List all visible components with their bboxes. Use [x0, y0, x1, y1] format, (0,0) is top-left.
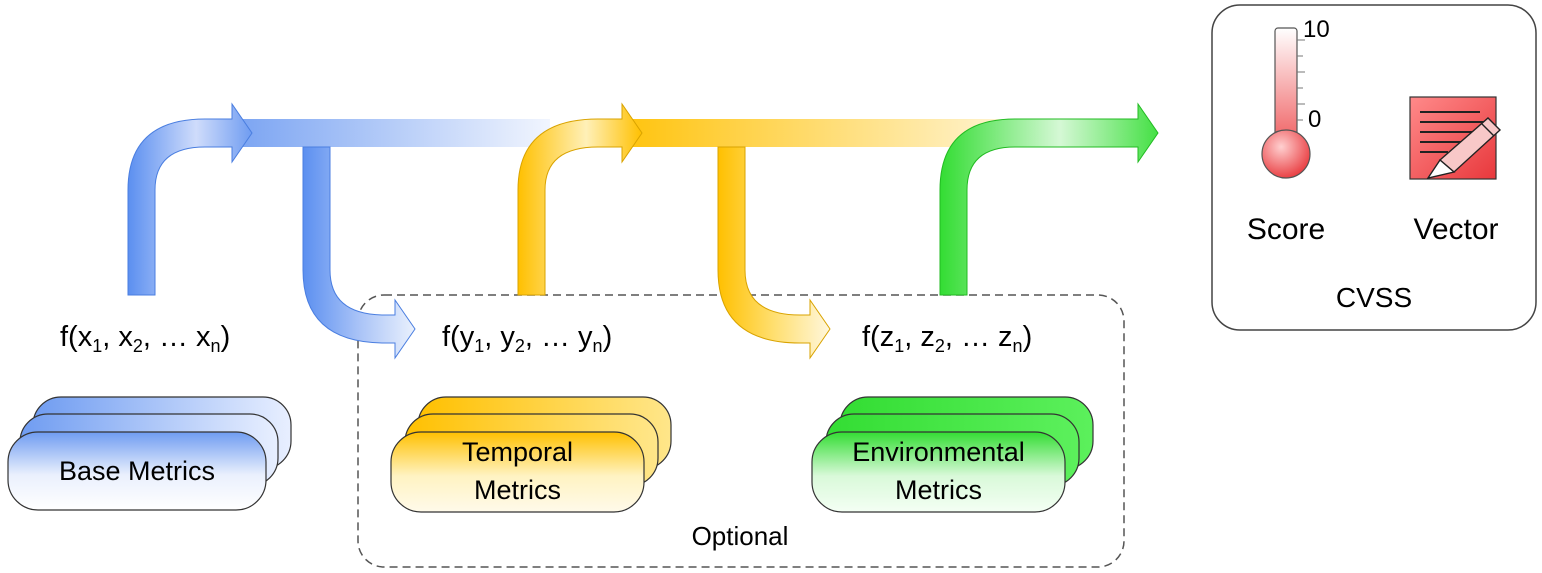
cvss-title: CVSS [1335, 282, 1413, 313]
environmental-function-label: f(z1, z2, … zn) [862, 321, 1033, 356]
temporal-metrics-line1: Temporal [461, 437, 574, 467]
document-pen-icon [1409, 96, 1502, 180]
vector-label: Vector [1413, 213, 1499, 246]
environmental-metrics-line2: Metrics [895, 475, 982, 505]
temporal-metrics-card [390, 431, 645, 513]
temporal-metrics-label: Temporal Metrics [391, 433, 644, 509]
base-up-arrow [127, 102, 253, 296]
environmental-up-arrow [939, 102, 1159, 296]
environmental-metrics-card [811, 431, 1066, 513]
temporal-function-label: f(y1, y2, … yn) [442, 321, 613, 356]
score-label: Score [1246, 213, 1326, 246]
thermometer-icon [1261, 27, 1311, 179]
environmental-metrics-line1: Environmental [852, 437, 1025, 467]
environmental-metrics-label: Environmental Metrics [812, 433, 1065, 509]
temporal-horizontal-band [598, 119, 1018, 147]
base-function-label: f(x1, x2, … xn) [60, 321, 231, 356]
environmental-metrics-stack [811, 396, 1094, 513]
temporal-down-arrow [717, 146, 831, 360]
scale-max-label: 10 [1303, 16, 1330, 43]
base-metrics-label: Base Metrics [58, 456, 216, 486]
base-horizontal-band [205, 119, 550, 147]
base-metrics-stack [7, 396, 292, 511]
temporal-metrics-stack [390, 396, 672, 513]
base-metrics-card [7, 431, 267, 511]
optional-label: Optional [691, 521, 789, 551]
temporal-metrics-line2: Metrics [474, 475, 561, 505]
base-down-arrow [302, 146, 416, 360]
scale-min-label: 0 [1308, 106, 1322, 133]
temporal-up-arrow [517, 102, 643, 296]
